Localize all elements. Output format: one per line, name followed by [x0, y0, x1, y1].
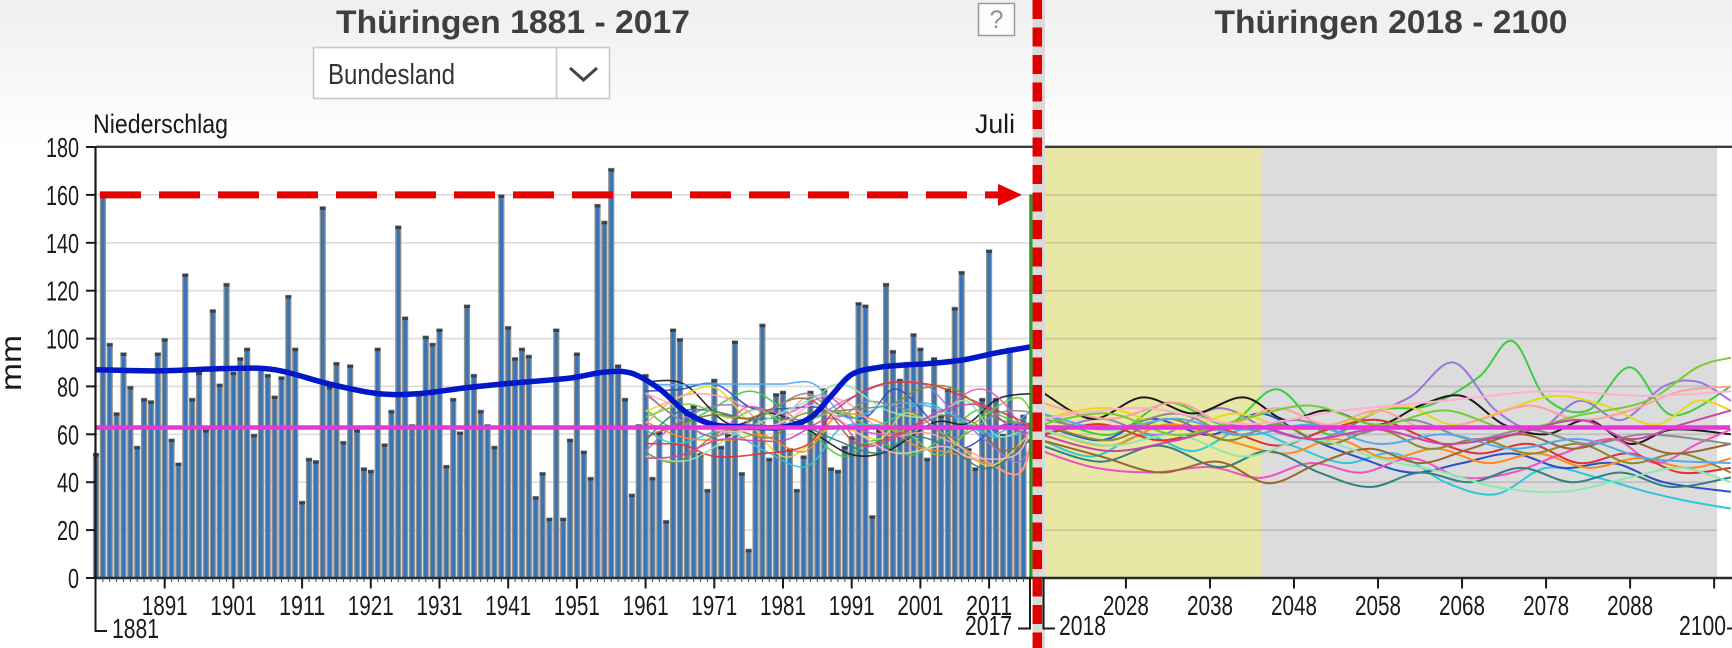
- svg-text:Juli: Juli: [975, 109, 1015, 139]
- svg-text:1901: 1901: [210, 590, 256, 621]
- svg-text:40: 40: [57, 467, 79, 498]
- svg-text:1911: 1911: [279, 590, 325, 621]
- svg-text:60: 60: [57, 419, 79, 450]
- svg-text:2018: 2018: [1059, 610, 1106, 641]
- svg-text:1931: 1931: [417, 590, 463, 621]
- svg-text:2088: 2088: [1607, 590, 1653, 621]
- svg-text:20: 20: [57, 515, 79, 546]
- svg-text:2017: 2017: [965, 610, 1012, 641]
- svg-text:2100: 2100: [1679, 610, 1726, 641]
- svg-text:1951: 1951: [554, 590, 600, 621]
- svg-text:1991: 1991: [829, 590, 875, 621]
- svg-text:1921: 1921: [348, 590, 394, 621]
- svg-text:100: 100: [46, 324, 79, 355]
- svg-text:2068: 2068: [1439, 590, 1485, 621]
- svg-text:?: ?: [990, 6, 1004, 34]
- svg-text:140: 140: [46, 228, 79, 259]
- svg-text:1891: 1891: [142, 590, 188, 621]
- svg-text:120: 120: [46, 276, 79, 307]
- svg-text:mm: mm: [0, 335, 28, 391]
- svg-text:2078: 2078: [1523, 590, 1569, 621]
- svg-text:1941: 1941: [485, 590, 531, 621]
- svg-text:180: 180: [46, 132, 79, 163]
- svg-text:1881: 1881: [112, 613, 159, 644]
- svg-text:80: 80: [57, 371, 79, 402]
- svg-text:0: 0: [68, 563, 79, 594]
- svg-text:2028: 2028: [1103, 590, 1149, 621]
- svg-text:2048: 2048: [1271, 590, 1317, 621]
- svg-text:Niederschlag: Niederschlag: [93, 109, 228, 139]
- svg-text:1971: 1971: [691, 590, 737, 621]
- svg-text:2001: 2001: [897, 590, 943, 621]
- svg-text:Bundesland: Bundesland: [328, 59, 455, 91]
- svg-text:Thüringen 1881 - 2017: Thüringen 1881 - 2017: [336, 4, 690, 40]
- svg-text:1961: 1961: [623, 590, 669, 621]
- svg-text:160: 160: [46, 180, 79, 211]
- svg-text:1981: 1981: [760, 590, 806, 621]
- svg-text:2011: 2011: [966, 590, 1012, 621]
- svg-text:2058: 2058: [1355, 590, 1401, 621]
- svg-text:2038: 2038: [1187, 590, 1233, 621]
- svg-text:Thüringen 2018 - 2100: Thüringen 2018 - 2100: [1215, 4, 1568, 40]
